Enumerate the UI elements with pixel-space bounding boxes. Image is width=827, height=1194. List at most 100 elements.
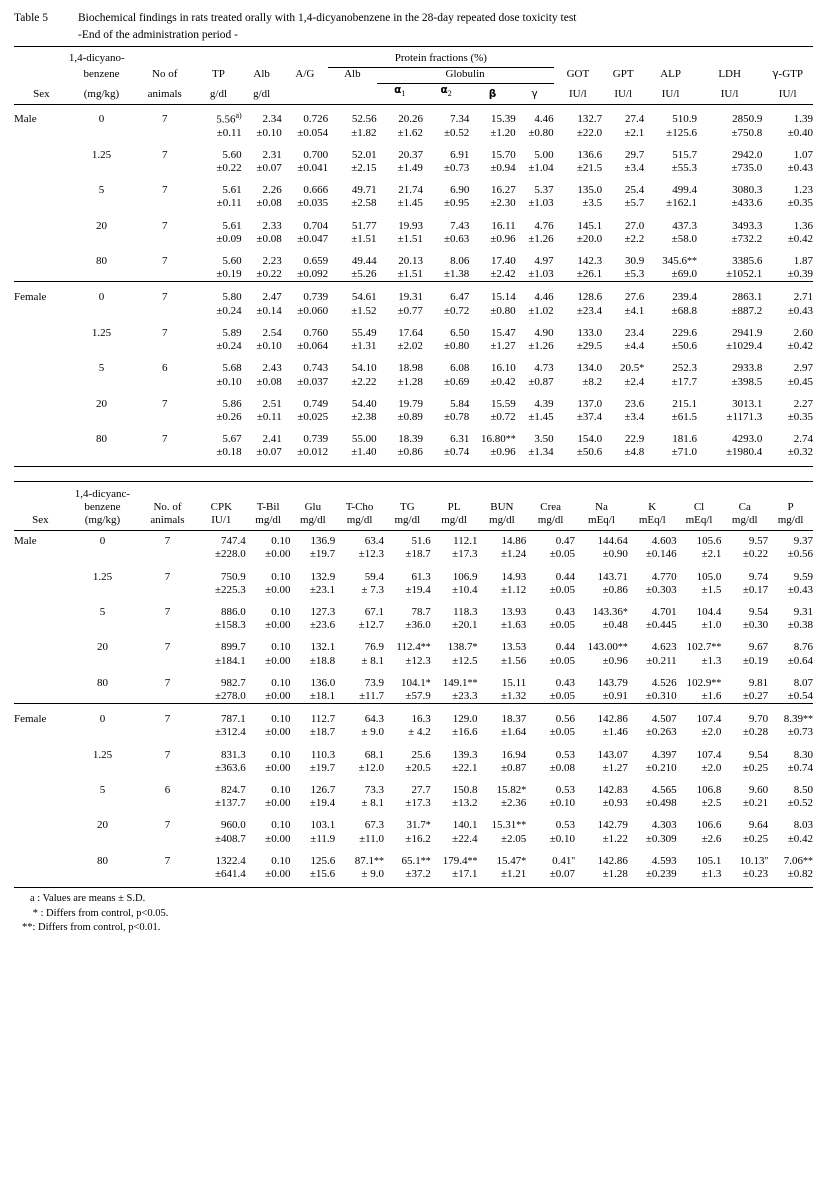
cell-sd: ±1.40 <box>351 446 377 459</box>
header-globulin: Globulin <box>445 68 485 81</box>
cell-animals: 7 <box>164 713 171 726</box>
cell-sd: ±312.4 <box>214 726 246 739</box>
cell-value: 31.7* <box>406 819 431 832</box>
table-row: 20 7 960.0 0.10 103.1 67.3 31.7* 140.1 15.31** 0.… <box>14 819 813 832</box>
cell-sd: ±0.25 <box>742 761 769 774</box>
cell-sd: ±137.7 <box>214 797 246 810</box>
cell-sd: ±0.56 <box>787 548 813 561</box>
cell-value: 0.56 <box>555 713 576 726</box>
cell-sd: ±2.5 <box>701 797 722 810</box>
cell-value: 135.0 <box>577 184 603 197</box>
footnote-a: a : Values are means ± S.D. <box>30 893 146 905</box>
cell-value: 2.31 <box>262 148 282 161</box>
cell-sd: ±3.4 <box>624 162 645 175</box>
cell-value: 52.56 <box>351 113 377 126</box>
cell-animals: 7 <box>161 184 168 197</box>
cell-sd: ±0.94 <box>490 162 516 175</box>
cell-value: 5.89 <box>222 326 242 339</box>
cell-animals: 7 <box>164 854 171 867</box>
cell-sd: ±0.63 <box>444 232 470 245</box>
cell-value: 886.0 <box>221 605 246 618</box>
cell-sd: ±0.08 <box>549 761 576 774</box>
cell-value: 118.3 <box>453 605 478 618</box>
cell-sd: ±0.498 <box>645 797 677 810</box>
t2-header-cl: Cl <box>693 500 705 513</box>
cell-sd: ±1.0 <box>701 619 722 632</box>
cell-value: 145.1 <box>577 219 603 232</box>
cell-sd: ±2.30 <box>490 197 516 210</box>
cell-dose: 80 <box>95 433 107 446</box>
cell-value: 16.27 <box>490 184 516 197</box>
cell-sd: ±1.45 <box>528 410 554 423</box>
cell-value: 510.9 <box>672 113 697 126</box>
cell-value: 9.37 <box>793 535 813 548</box>
cell-value: 0.10 <box>271 854 291 867</box>
cell-value: 0.743 <box>303 362 329 375</box>
cell-value: 181.6 <box>672 433 697 446</box>
cell-sd: ± 9.0 <box>361 726 384 739</box>
cell-value: 0.700 <box>303 148 329 161</box>
cell-sd: ±29.5 <box>576 340 603 353</box>
cell-sd: ±0.52 <box>787 797 813 810</box>
cell-sd: ±20.1 <box>452 619 478 632</box>
table-row: 5 6 824.7 0.10 126.7 73.3 27.7 150.8 15.82* 0.53 1… <box>14 784 813 797</box>
cell-sd: ±23.3 <box>452 689 478 702</box>
cell-sd: ±0.19 <box>216 268 242 281</box>
cell-sd: ±2.2 <box>624 232 645 245</box>
cell-value: 4.90 <box>534 326 554 339</box>
cell-value: 5.86 <box>222 397 242 410</box>
cell-value: 8.03 <box>793 819 813 832</box>
cell-sd: ±0.80 <box>444 340 470 353</box>
cell-sd: ±61.5 <box>671 410 697 423</box>
table-row-sd: ±184.1 ±0.00 ±18.8 ± 8.1 ±12.3 ±12.5 ±1.56 ±0.0… <box>14 655 813 668</box>
cell-value: 4.701 <box>651 605 677 618</box>
cell-value: 0.10 <box>271 713 291 726</box>
table-row: Male 0 7 5.56a) 2.34 0.726 52.56 20.26 7.34 15.39… <box>14 109 813 127</box>
cell-value: 143.79 <box>597 676 628 689</box>
header-ldh-units: IU/l <box>720 87 739 100</box>
cell-sd: ±1.03 <box>528 268 554 281</box>
row-spacer <box>14 740 813 749</box>
header-ldh: LDH <box>718 68 741 81</box>
t2-header-ca: Ca <box>738 500 751 513</box>
cell-sd: ±0.11 <box>256 410 282 423</box>
cell-sd: ±1.82 <box>351 126 377 139</box>
cell-value: 4.507 <box>651 713 677 726</box>
cell-sd: ±71.0 <box>671 446 697 459</box>
cell-value: 4.565 <box>651 783 677 796</box>
row-spacer <box>14 424 813 433</box>
cell-value: 102.7** <box>686 641 722 654</box>
header-protein-fractions: Protein fractions (%) <box>394 52 487 64</box>
cell-value: 16.11 <box>491 219 516 232</box>
cell-value: 20.26 <box>398 113 423 126</box>
cell-dose: 0 <box>99 535 106 548</box>
cell-sd: ±0.18 <box>216 446 242 459</box>
cell-value: 9.64 <box>748 819 769 832</box>
cell-dose: 0 <box>98 113 105 126</box>
table-row-sd: ±158.3 ±0.00 ±23.6 ±12.7 ±36.0 ±20.1 ±1.63 ±0.0… <box>14 619 813 632</box>
cell-value: 2941.9 <box>732 326 763 339</box>
cell-value: 107.4 <box>696 713 722 726</box>
cell-value: 4.593 <box>651 854 677 867</box>
cell-sex: Female <box>14 713 47 726</box>
cell-value: 19.93 <box>398 219 423 232</box>
table-row: 80 7 5.60 2.23 0.659 49.44 20.13 8.06 17.40 4.97 1… <box>14 255 813 268</box>
cell-sd: ±1.24 <box>500 548 527 561</box>
table-row-sd: ±312.4 ±0.00 ±18.7 ± 9.0 ± 4.2 ±16.6 ±1.64 ±0.0… <box>14 726 813 739</box>
cell-sd: ±0.445 <box>645 619 677 632</box>
cell-sd: ±69.0 <box>671 268 697 281</box>
cell-value: 215.1 <box>672 397 697 410</box>
cell-dose: 20 <box>96 819 108 832</box>
cell-sd: ±17.3 <box>405 797 431 810</box>
cell-sd: ±1.38 <box>444 268 470 281</box>
cell-value: 6.31 <box>450 433 470 446</box>
cell-value: 17.40 <box>490 255 516 268</box>
table1-bottom-rule <box>14 459 813 467</box>
cell-value: 8.76 <box>793 641 813 654</box>
cell-sex <box>14 220 69 233</box>
cell-value: 1.39 <box>793 113 813 126</box>
cell-value: 13.93 <box>501 605 527 618</box>
cell-sd: ±0.30 <box>742 619 769 632</box>
cell-sd: ±0.00 <box>265 797 291 810</box>
cell-dose: 5 <box>99 783 106 796</box>
